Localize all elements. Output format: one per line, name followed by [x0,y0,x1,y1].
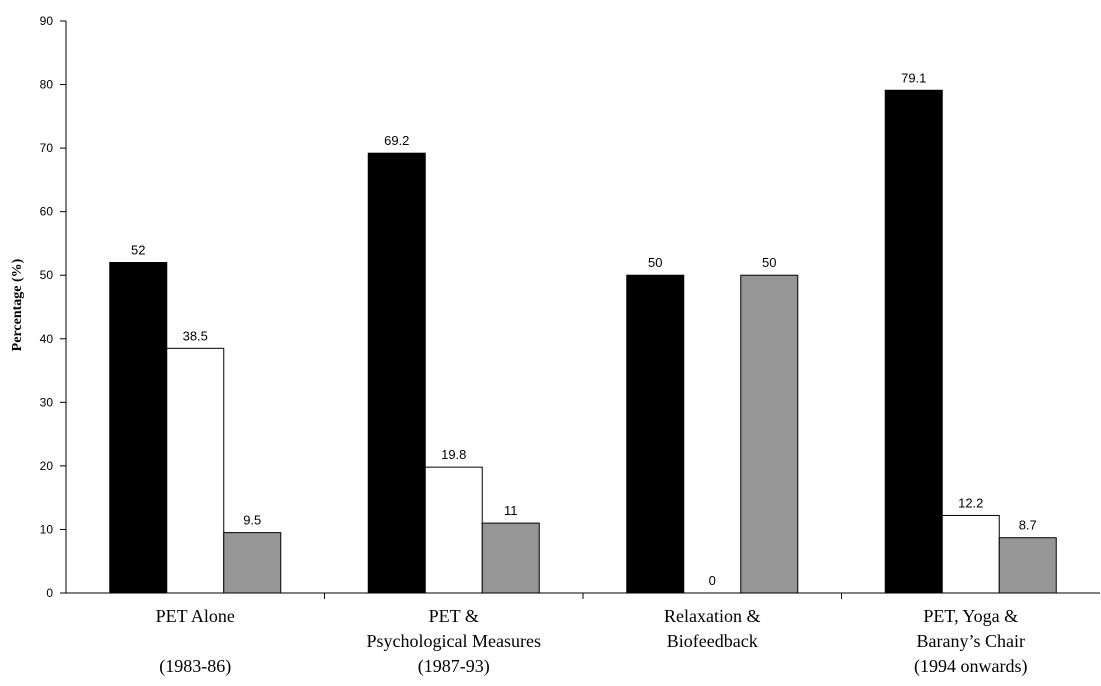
bar [626,274,685,594]
category-label: Relaxation & [664,606,760,626]
bar [367,152,426,594]
category-label: (1983-86) [159,656,231,677]
y-tick-label: 30 [40,395,54,409]
bar [481,522,540,594]
y-tick-label: 40 [40,332,54,346]
category-label: PET & [429,606,479,626]
bars [109,89,1057,594]
category-label: Psychological Measures [367,631,541,651]
data-label: 50 [762,255,776,270]
data-label: 12.2 [958,495,983,510]
bar [223,532,282,594]
bar [424,466,483,594]
bar [884,89,943,594]
y-tick-label: 70 [40,141,54,155]
category-label: PET, Yoga & [923,606,1018,626]
y-tick-label: 0 [46,586,53,600]
category-label: (1987-93) [418,656,490,677]
category-label: Biofeedback [667,631,758,651]
category-label: Barany’s Chair [917,631,1025,651]
data-label: 38.5 [183,328,208,343]
data-label: 9.5 [243,513,261,528]
y-tick-label: 10 [40,522,54,536]
y-tick-label: 60 [40,205,54,219]
category-label: (1994 onwards) [914,656,1027,677]
data-label: 79.1 [901,70,926,85]
bar [109,262,168,594]
bar [166,347,225,594]
y-axis-label: Percentage (%) [10,258,25,351]
y-tick-label: 80 [40,78,54,92]
category-labels: PET Alone (1983-86) PET & Psychological Mea… [156,606,1028,677]
data-label: 8.7 [1019,518,1037,533]
bar [998,537,1057,594]
y-tick-label: 90 [40,14,54,28]
data-label: 69.2 [384,133,409,148]
bar [941,514,1000,594]
data-label: 0 [709,573,716,588]
category-label: PET Alone [156,606,235,626]
y-tick-label: 20 [40,459,54,473]
data-label: 19.8 [441,447,466,462]
bar [740,274,799,594]
data-label: 11 [504,503,518,518]
data-label: 50 [648,255,662,270]
data-label: 52 [131,243,145,258]
data-labels: 52 38.5 9.5 69.2 19.8 11 50 0 50 79.1 12.2 8.7 [131,70,1037,588]
y-tick-label: 50 [40,268,54,282]
